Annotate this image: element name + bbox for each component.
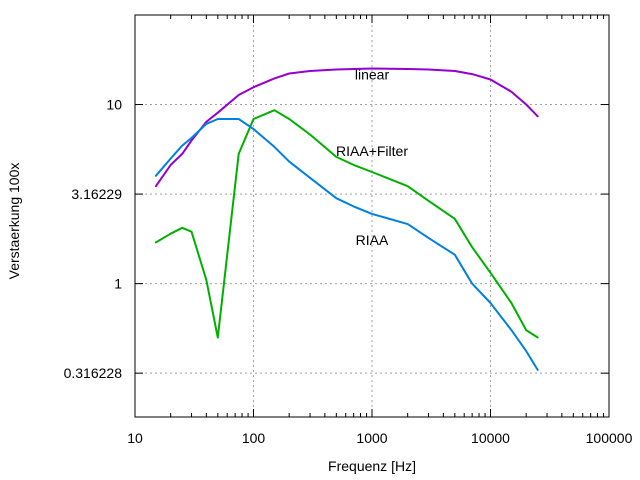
series-label-riaa-filter: RIAA+Filter (336, 143, 408, 159)
x-axis-label: Frequenz [Hz] (328, 458, 416, 474)
y-axis-label: Verstaerkung 100x (6, 163, 22, 280)
x-tick-label: 100000 (586, 430, 633, 446)
grid-lines (135, 15, 609, 417)
ticks (134, 15, 610, 417)
y-tick-label: 0.316228 (64, 365, 123, 381)
x-tick-label: 10000 (471, 430, 510, 446)
x-tick-label: 10 (127, 430, 143, 446)
y-tick-label: 3.16229 (71, 186, 122, 202)
series-labels: linear RIAA+Filter RIAA (336, 67, 408, 249)
series-line-riaa-filter (154, 109, 539, 339)
series-label-linear: linear (355, 67, 390, 83)
x-tick-labels: 10 100 1000 10000 100000 (127, 430, 632, 446)
y-tick-labels: 0.316228 1 3.16229 10 (64, 97, 123, 382)
x-tick-label: 100 (242, 430, 266, 446)
series-line-riaa (154, 118, 539, 371)
series-layer (154, 67, 539, 371)
y-tick-label: 10 (106, 97, 122, 113)
series-line-linear (154, 67, 539, 188)
y-tick-label: 1 (114, 276, 122, 292)
x-tick-label: 1000 (356, 430, 387, 446)
series-label-riaa: RIAA (356, 232, 389, 248)
